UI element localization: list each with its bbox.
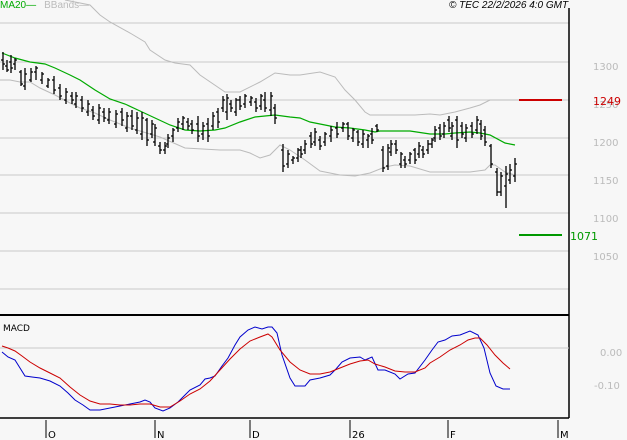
svg-text:-0.10: -0.10 [594,381,620,392]
copyright-timestamp: © TEC 22/2/2026 4:0 GMT [449,0,569,11]
chart-legend: MA20— BBands— [0,0,89,12]
svg-text:O: O [48,430,56,440]
ohlc-bars [1,52,517,208]
legend-ma20: MA20— [0,0,37,11]
price-axis-labels: 1300 1250 1200 1150 1100 1050 [593,62,618,263]
svg-text:1200: 1200 [593,138,618,149]
support-level-label: 1071 [570,230,598,243]
ma20-line [1,52,516,146]
macd-axis-labels: 0.00 -0.10 [594,348,622,392]
macd-panel-label: MACD [3,324,30,334]
bbands-lower-line [0,79,516,177]
svg-text:26: 26 [352,430,365,440]
bbands-upper-line [64,0,520,116]
x-axis-labels: O N D 26 F M [48,430,569,440]
svg-text:N: N [157,430,164,440]
svg-text:1150: 1150 [593,176,618,187]
macd-signal-line [1,333,511,408]
price-gridlines [0,61,569,290]
svg-text:M: M [560,430,569,440]
svg-text:1050: 1050 [593,252,618,263]
svg-text:1100: 1100 [593,214,618,225]
svg-text:0.00: 0.00 [600,348,622,359]
svg-text:1250: 1250 [593,100,618,111]
resistance-level-label: 1249 [593,95,621,108]
legend-bbands: BBands— [44,0,90,11]
svg-text:F: F [450,430,456,440]
x-axis-ticks [45,420,559,438]
macd-line [1,326,510,412]
svg-text:1300: 1300 [593,62,618,73]
svg-text:D: D [252,430,260,440]
